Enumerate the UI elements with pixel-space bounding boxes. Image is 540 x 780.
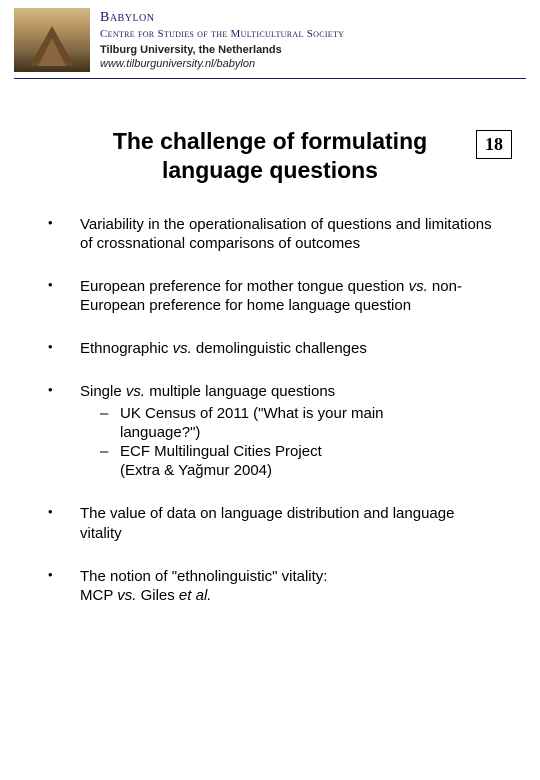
header-text-block: Babylon Centre for Studies of the Multic… — [90, 8, 344, 70]
bullet-4-sub2-a: ECF Multilingual Cities Project — [120, 443, 322, 460]
bullet-3: Ethnographic vs. demolinguistic challeng… — [46, 339, 500, 358]
content-area: Variability in the operationalisation of… — [0, 185, 540, 606]
bullet-4-text-a: Single — [80, 383, 126, 400]
bullet-6-text-a: The notion of "ethnolinguistic" vitality… — [80, 568, 327, 585]
title-line1: The challenge of formulating — [113, 128, 427, 154]
bullet-6-text-b: MCP — [80, 587, 117, 604]
bullet-3-text-a: Ethnographic — [80, 340, 173, 357]
bullet-4-text-b: multiple language questions — [145, 383, 335, 400]
university-line: Tilburg University, the Netherlands — [100, 44, 344, 56]
bullet-4-vs: vs. — [126, 383, 145, 400]
bullet-4: Single vs. multiple language questions U… — [46, 382, 500, 480]
bullet-4-sub2-b: (Extra & Yağmur 2004) — [120, 462, 272, 479]
bullet-list: Variability in the operationalisation of… — [46, 215, 500, 606]
bullet-4-sub1-a: UK Census of 2011 ("What is your main — [120, 405, 384, 422]
bullet-4-sub1-b: language?") — [120, 424, 200, 441]
bullet-2-text-a: European preference for mother tongue qu… — [80, 278, 409, 295]
header-divider — [14, 78, 526, 79]
bullet-1-text: Variability in the operationalisation of… — [80, 216, 492, 252]
bullet-4-sublist: UK Census of 2011 ("What is your main la… — [80, 404, 500, 481]
header: Babylon Centre for Studies of the Multic… — [0, 0, 540, 72]
bullet-6: The notion of "ethnolinguistic" vitality… — [46, 567, 500, 605]
bullet-1: Variability in the operationalisation of… — [46, 215, 500, 253]
bullet-4-sub1: UK Census of 2011 ("What is your main la… — [100, 404, 500, 442]
bullet-3-vs: vs. — [173, 340, 192, 357]
title-line2: language questions — [162, 157, 378, 183]
centre-subtitle: Centre for Studies of the Multicultural … — [100, 28, 344, 40]
slide-title: The challenge of formulating language qu… — [60, 127, 480, 185]
bullet-4-sub2: ECF Multilingual Cities Project (Extra &… — [100, 442, 500, 480]
bullet-5: The value of data on language distributi… — [46, 504, 500, 542]
bullet-6-etal: et al. — [179, 587, 212, 604]
page-number: 18 — [476, 130, 512, 159]
url-line: www.tilburguniversity.nl/babylon — [100, 58, 344, 70]
bullet-6-vs: vs. — [117, 587, 136, 604]
bullet-5-text: The value of data on language distributi… — [80, 505, 454, 541]
bullet-3-text-b: demolinguistic challenges — [192, 340, 367, 357]
babylon-logo — [14, 8, 90, 72]
bullet-6-text-c: Giles — [136, 587, 179, 604]
babylon-title: Babylon — [100, 10, 344, 26]
bullet-2-vs: vs. — [409, 278, 428, 295]
bullet-2: European preference for mother tongue qu… — [46, 277, 500, 315]
